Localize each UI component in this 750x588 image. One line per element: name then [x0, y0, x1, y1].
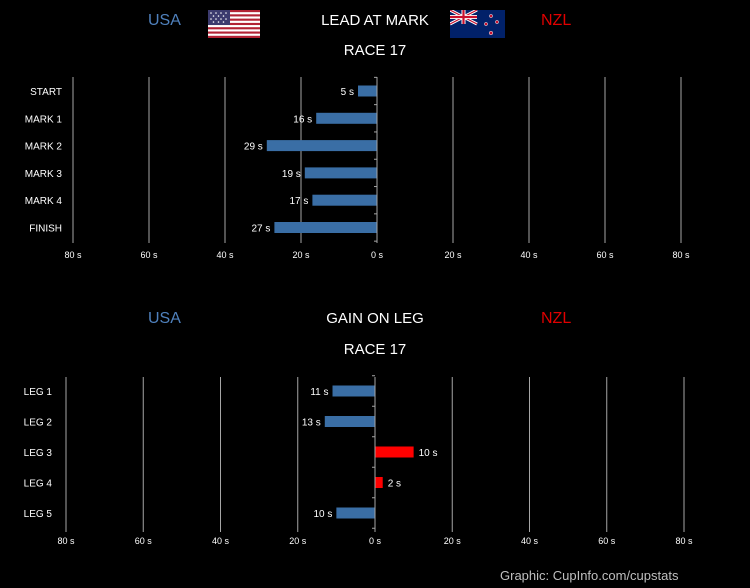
x-tick-label: 20 s [444, 250, 462, 260]
chart2-subtitle: RACE 17 [343, 341, 407, 358]
usa-bar [304, 167, 377, 179]
category-label: MARK 4 [25, 196, 63, 207]
category-label: FINISH [29, 224, 62, 235]
usa-bar [358, 85, 377, 97]
x-tick-label: 20 s [444, 536, 462, 546]
usa-bar [312, 194, 377, 206]
usa-value-label: 29 s [244, 142, 263, 153]
category-label: MARK 3 [25, 169, 63, 180]
x-tick-label: 80 s [64, 250, 82, 260]
usa-value-label: 19 s [282, 169, 301, 180]
usa-value-label: 17 s [289, 196, 308, 207]
usa-flag-icon [208, 10, 260, 38]
x-tick-label: 60 s [135, 536, 153, 546]
category-label: LEG 4 [24, 479, 53, 490]
category-label: START [30, 87, 62, 98]
usa-value-label: 10 s [313, 509, 332, 520]
x-tick-label: 40 s [520, 250, 538, 260]
x-tick-label: 40 s [216, 250, 234, 260]
usa-value-label: 5 s [341, 87, 354, 98]
usa-value-label: 16 s [293, 114, 312, 125]
usa-bar [316, 112, 377, 124]
usa-bar [336, 507, 375, 519]
x-tick-label: 80 s [672, 250, 690, 260]
nzl-label-2: NZL [541, 310, 572, 327]
usa-label-2: USA [148, 310, 181, 327]
category-label: MARK 2 [25, 142, 63, 153]
x-tick-label: 40 s [521, 536, 539, 546]
chart2-title: GAIN ON LEG [326, 310, 424, 327]
category-label: LEG 5 [24, 509, 53, 520]
x-tick-label: 20 s [289, 536, 307, 546]
chart-gain-on-leg: 80 s 60 s 40 s 20 s 0 s 20 s 40 s 60 s 80 s LEG 1… [24, 375, 693, 546]
category-label: LEG 3 [24, 448, 53, 459]
chart1-subtitle: RACE 17 [343, 42, 407, 59]
x-tick-label: 80 s [675, 536, 693, 546]
x-tick-label: 0 s [369, 536, 382, 546]
x-tick-label: 20 s [292, 250, 310, 260]
category-label: MARK 1 [25, 114, 63, 125]
chart-lead-at-mark: 80 s 60 s 40 s 20 s 0 s 20 s 40 s 60 s 80 s START… [25, 76, 690, 260]
nzl-bar [375, 446, 414, 458]
x-tick-label: 40 s [212, 536, 230, 546]
x-tick-label: 60 s [598, 536, 616, 546]
usa-label: USA [148, 12, 181, 29]
usa-bar [332, 385, 375, 397]
usa-bar [324, 416, 375, 427]
x-tick-label: 0 s [371, 250, 384, 260]
usa-value-label: 13 s [302, 418, 321, 429]
nzl-flag-icon [449, 8, 505, 38]
x-tick-label: 60 s [596, 250, 614, 260]
credit-text: Graphic: CupInfo.com/cupstats [500, 568, 679, 583]
usa-value-label: 11 s [310, 387, 328, 398]
nzl-value-label: 10 s [419, 448, 438, 459]
nzl-label: NZL [541, 12, 572, 29]
chart1-title: LEAD AT MARK [321, 12, 429, 29]
usa-bar [266, 140, 377, 152]
x-tick-label: 80 s [57, 536, 75, 546]
category-label: LEG 1 [24, 387, 53, 398]
nzl-bar [375, 477, 383, 488]
category-label: LEG 2 [24, 418, 53, 429]
nzl-value-label: 2 s [388, 479, 401, 490]
x-tick-label: 60 s [140, 250, 158, 260]
usa-bar [274, 222, 377, 233]
usa-value-label: 27 s [251, 224, 270, 235]
